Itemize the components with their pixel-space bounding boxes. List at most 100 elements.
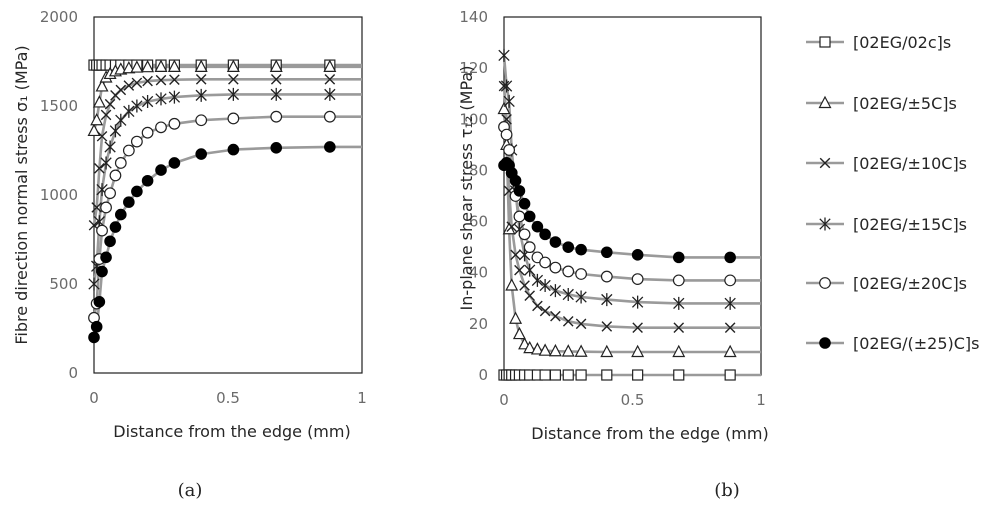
- data-point-a-2: [94, 163, 105, 174]
- series-lines-b: [502, 55, 761, 377]
- data-point-a-3: [227, 87, 240, 101]
- data-point-b-1: [505, 278, 519, 291]
- data-point-b-2: [673, 322, 685, 333]
- data-point-b-1: [530, 342, 544, 355]
- data-point-b-1: [512, 326, 526, 340]
- data-point-b-4: [672, 274, 685, 287]
- data-point-a-2: [91, 202, 102, 213]
- data-point-a-1: [323, 59, 337, 72]
- legend-marker-4: [819, 277, 831, 289]
- caption-b: (b): [714, 480, 740, 501]
- caption-a: (a): [178, 480, 203, 501]
- data-point-b-3: [601, 293, 613, 307]
- data-point-a-5: [155, 164, 167, 176]
- data-point-a-2: [324, 74, 336, 85]
- data-point-b-5: [601, 246, 613, 259]
- series-markers-a: [87, 59, 337, 344]
- data-point-b-1: [538, 343, 552, 356]
- legend-label-1: [02EG/±5C]s: [853, 94, 957, 113]
- data-point-a-3: [155, 92, 167, 106]
- data-point-b-5: [631, 249, 644, 261]
- data-point-a-4: [168, 117, 181, 130]
- data-point-a-4: [270, 110, 283, 123]
- data-point-a-4: [104, 187, 116, 200]
- legend-marker-1: [818, 95, 832, 109]
- y-tick-label-a: 1000: [40, 186, 78, 204]
- data-point-a-1: [90, 112, 104, 126]
- data-point-b-0: [601, 369, 613, 381]
- data-point-b-5: [509, 174, 522, 187]
- data-point-b-4: [724, 274, 737, 287]
- y-tick-label-a: 2000: [40, 8, 78, 26]
- series-line-a-1: [92, 65, 362, 132]
- data-point-a-3: [109, 124, 122, 138]
- data-point-b-5: [724, 251, 736, 264]
- x-axis-label-b: Distance from the edge (mm): [531, 424, 768, 443]
- y-axis-label-b: In-plane shear stress τ₁₂ (MPa): [457, 66, 476, 311]
- data-point-b-1: [574, 344, 588, 357]
- data-point-b-0: [632, 369, 644, 381]
- data-point-a-5: [168, 157, 181, 169]
- data-point-b-2: [724, 322, 736, 333]
- data-point-b-0: [539, 369, 551, 381]
- data-point-a-5: [115, 208, 127, 221]
- data-point-a-3: [195, 88, 207, 102]
- data-point-a-1: [154, 59, 168, 72]
- data-point-a-4: [195, 114, 208, 127]
- data-point-b-1: [631, 344, 645, 358]
- data-point-a-5: [93, 296, 106, 308]
- data-point-b-3: [631, 295, 644, 309]
- y-tick-label-b: 40: [469, 264, 488, 282]
- data-point-a-4: [96, 224, 108, 237]
- data-point-b-5: [539, 228, 551, 241]
- x-tick-label-b: 0.5: [621, 391, 645, 409]
- legend-marker-0: [819, 36, 831, 48]
- data-point-a-2: [169, 74, 180, 85]
- y-tick-label-b: 20: [469, 315, 488, 333]
- data-point-a-5: [104, 235, 116, 248]
- data-point-a-3: [141, 95, 154, 109]
- data-point-a-4: [109, 169, 122, 182]
- data-point-b-4: [518, 228, 531, 241]
- data-point-b-2: [550, 310, 561, 322]
- data-point-a-1: [194, 59, 208, 72]
- data-point-a-1: [226, 59, 240, 72]
- data-point-b-3: [524, 263, 536, 277]
- data-point-a-5: [88, 331, 100, 344]
- data-point-a-4: [141, 126, 154, 139]
- y-tick-label-b: 100: [459, 110, 488, 128]
- data-point-b-3: [673, 296, 685, 310]
- data-point-b-5: [518, 197, 531, 210]
- data-point-b-2: [514, 264, 525, 276]
- data-point-a-4: [100, 201, 112, 214]
- series-line-b-2: [502, 85, 761, 329]
- data-point-a-2: [195, 74, 207, 85]
- series-markers-b: [497, 48, 737, 381]
- data-point-b-4: [523, 241, 536, 254]
- data-point-a-2: [142, 75, 153, 87]
- data-point-a-1: [122, 60, 136, 74]
- data-point-a-1: [130, 60, 144, 73]
- data-point-a-1: [92, 95, 106, 108]
- data-point-b-0: [549, 369, 562, 381]
- data-point-b-0: [724, 369, 736, 381]
- data-point-a-2: [115, 84, 127, 96]
- x-tick-label-a: 0.5: [216, 389, 240, 407]
- data-point-a-3: [270, 87, 282, 101]
- data-point-a-2: [228, 74, 239, 85]
- data-point-a-3: [131, 99, 143, 113]
- data-point-b-2: [524, 290, 535, 302]
- data-point-b-4: [503, 144, 516, 156]
- data-point-b-5: [562, 241, 575, 253]
- x-tick-label-b: 1: [756, 391, 766, 409]
- series-line-a-5: [92, 145, 362, 338]
- data-point-a-2: [123, 80, 135, 91]
- data-point-b-4: [513, 210, 526, 223]
- data-point-b-5: [513, 185, 526, 197]
- legend: [02EG/02c]s [02EG/±5C]s [02EG/±10C]s [02EG/…: [806, 33, 980, 353]
- data-point-a-5: [90, 320, 103, 333]
- data-point-a-1: [269, 59, 283, 72]
- legend-marker-2: [819, 157, 831, 169]
- data-point-a-4: [323, 110, 336, 123]
- data-point-b-1: [723, 344, 737, 358]
